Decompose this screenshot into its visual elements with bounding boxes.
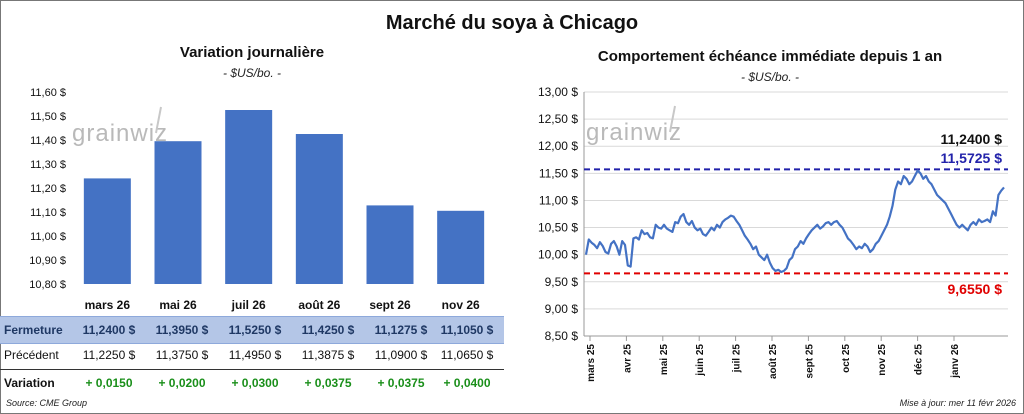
table-row-variation: Variation + 0,0150 + 0,0200 + 0,0300 + 0… bbox=[0, 369, 504, 396]
table-row-precedent: Précédent 11,2250 $ 11,3750 $ 11,4950 $ … bbox=[0, 342, 504, 368]
bar-1 bbox=[154, 141, 202, 284]
cell-variation-juil26: + 0,0300 bbox=[231, 376, 279, 390]
x-tick-label: juin 25 bbox=[695, 344, 706, 377]
bar-0 bbox=[83, 178, 131, 284]
y-tick-label: 11,30 $ bbox=[30, 159, 66, 171]
x-tick-label: mars 26 bbox=[85, 298, 131, 312]
last-value-label: 11,2400 $ bbox=[940, 131, 1002, 147]
y-tick-label: 11,10 $ bbox=[30, 207, 66, 219]
x-tick-label: déc 25 bbox=[914, 344, 925, 376]
x-tick-label: janv 26 bbox=[950, 344, 961, 379]
cell-fermeture-mars26: 11,2400 $ bbox=[82, 323, 136, 337]
x-tick-label: mars 25 bbox=[586, 344, 597, 382]
y-tick-label: 12,50 $ bbox=[538, 112, 578, 126]
y-tick-label: 12,00 $ bbox=[538, 139, 578, 153]
row-label-variation: Variation bbox=[4, 376, 55, 390]
cell-fermeture-sept26: 11,1275 $ bbox=[374, 323, 428, 337]
y-tick-label: 11,50 $ bbox=[539, 166, 578, 180]
x-tick-label: juil 26 bbox=[231, 298, 266, 312]
bar-5 bbox=[437, 210, 485, 284]
low-value-label: 9,6550 $ bbox=[948, 281, 1003, 297]
cell-precedent-mai26: 11,3750 $ bbox=[155, 348, 209, 362]
y-tick-label: 11,40 $ bbox=[30, 135, 66, 147]
high-value-label: 11,5725 $ bbox=[940, 150, 1002, 166]
x-tick-label: août 25 bbox=[768, 344, 779, 379]
x-tick-label: mai 25 bbox=[659, 344, 670, 376]
bar-chart-unit: - $US/bo. - bbox=[222, 66, 282, 80]
x-tick-label: sept 26 bbox=[369, 298, 411, 312]
source-note: Source: CME Group bbox=[6, 398, 88, 408]
watermark-logo-left: grainwiz bbox=[72, 120, 168, 147]
x-tick-label: août 26 bbox=[298, 298, 340, 312]
x-tick-label: juil 25 bbox=[732, 344, 743, 374]
cell-variation-nov26: + 0,0400 bbox=[443, 376, 491, 390]
cell-variation-mars26: + 0,0150 bbox=[85, 376, 133, 390]
y-tick-label: 11,50 $ bbox=[30, 111, 66, 123]
y-tick-label: 9,50 $ bbox=[545, 275, 579, 289]
cell-precedent-mars26: 11,2250 $ bbox=[82, 348, 136, 362]
watermark-logo-left-mark bbox=[155, 106, 162, 134]
bar-chart: 10,80 $ 10,90 $ 11,00 $ 11,10 $ 11,20 $ 11,30… bbox=[29, 87, 485, 312]
line-chart-title: Comportement échéance immédiate depuis 1… bbox=[597, 48, 943, 65]
x-tick-label: oct 25 bbox=[841, 344, 852, 373]
bar-4 bbox=[366, 205, 414, 284]
price-series-line bbox=[584, 169, 1005, 274]
y-tick-label: 10,50 $ bbox=[538, 221, 578, 235]
y-tick-label: 10,00 $ bbox=[538, 248, 578, 262]
cell-precedent-nov26: 11,0650 $ bbox=[440, 348, 494, 362]
y-tick-label: 8,50 $ bbox=[545, 329, 579, 343]
update-note: Mise à jour: mer 11 févr 2026 bbox=[899, 398, 1016, 408]
y-tick-label: 11,20 $ bbox=[30, 183, 66, 195]
row-label-precedent: Précédent bbox=[4, 348, 59, 362]
watermark-logo-right: grainwiz bbox=[586, 119, 682, 146]
table-row-fermeture: Fermeture 11,2400 $ 11,3950 $ 11,5250 $ … bbox=[0, 316, 504, 344]
y-tick-label: 9,00 $ bbox=[545, 302, 579, 316]
cell-fermeture-aout26: 11,4250 $ bbox=[301, 323, 355, 337]
y-tick-label: 11,60 $ bbox=[30, 87, 66, 99]
row-label-fermeture: Fermeture bbox=[4, 323, 63, 337]
cell-variation-sept26: + 0,0375 bbox=[377, 376, 425, 390]
y-tick-label: 10,90 $ bbox=[29, 255, 66, 267]
y-tick-label: 10,80 $ bbox=[29, 279, 66, 291]
x-tick-label: nov 26 bbox=[442, 298, 480, 312]
y-tick-label: 11,00 $ bbox=[30, 231, 66, 243]
x-tick-label: nov 25 bbox=[877, 344, 888, 376]
main-title: Marché du soya à Chicago bbox=[385, 12, 639, 34]
x-tick-label: avr 25 bbox=[622, 344, 633, 373]
cell-precedent-juil26: 11,4950 $ bbox=[228, 348, 282, 362]
cell-variation-aout26: + 0,0375 bbox=[304, 376, 352, 390]
x-tick-label: mai 26 bbox=[159, 298, 197, 312]
x-tick-label: sept 25 bbox=[804, 344, 815, 379]
cell-precedent-sept26: 11,0900 $ bbox=[374, 348, 428, 362]
cell-fermeture-juil26: 11,5250 $ bbox=[228, 323, 282, 337]
y-tick-label: 11,00 $ bbox=[539, 193, 578, 207]
cell-fermeture-mai26: 11,3950 $ bbox=[155, 323, 209, 337]
cell-fermeture-nov26: 11,1050 $ bbox=[440, 323, 494, 337]
cell-precedent-aout26: 11,3875 $ bbox=[301, 348, 355, 362]
bar-2 bbox=[225, 110, 273, 284]
bar-chart-title: Variation journalière bbox=[179, 44, 325, 61]
bar-3 bbox=[295, 134, 343, 284]
y-tick-label: 13,00 $ bbox=[538, 85, 578, 99]
line-chart: 8,50 $ 9,00 $ 9,50 $ 10,00 $ 10,50 $ 11,00 $ 1… bbox=[538, 85, 1008, 382]
line-chart-unit: - $US/bo. - bbox=[740, 70, 800, 84]
watermark-logo-right-mark bbox=[669, 105, 676, 133]
cell-variation-mai26: + 0,0200 bbox=[158, 376, 206, 390]
